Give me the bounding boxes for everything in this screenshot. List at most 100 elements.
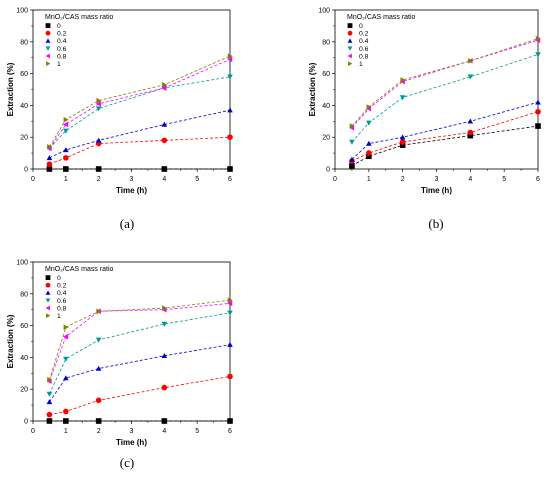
panel-b-x-tick-label: 5 — [502, 176, 506, 183]
panel-c-series-1-line — [49, 299, 231, 380]
panel-a-series-0.4-point — [46, 155, 53, 161]
panel-b-x-tick-label: 0 — [333, 176, 337, 183]
panel-b-x-tick-label: 6 — [536, 176, 540, 183]
panel-c-series-0.2-point — [46, 411, 53, 418]
panel-b-series-0-point — [366, 153, 372, 160]
panel-a-series-0-point — [95, 166, 102, 172]
panel-b-series-0-point — [535, 123, 541, 129]
panel-b-legend-marker-0.4 — [347, 38, 353, 43]
panel-c-y-tick-label: 40 — [20, 355, 28, 362]
panel-c-series-0.6-point — [95, 337, 102, 343]
panel-c-series-1-point — [47, 376, 53, 383]
panel-b-series-0.2-point — [467, 129, 474, 136]
panel-a-series-1-point — [227, 53, 233, 59]
panel-c-legend-label-1: 1 — [57, 313, 61, 320]
panel-c-y-tick-label: 100 — [16, 260, 28, 267]
panel-c-x-tick-label: 0 — [31, 428, 35, 435]
panel-c-x-tick-label: 6 — [228, 428, 232, 435]
panel-b-series-0.2-line — [351, 111, 539, 162]
panel-c-x-tick-label: 5 — [195, 428, 199, 435]
panel-c-series-0.4-point — [63, 375, 69, 381]
panel-c-legend-marker-0 — [45, 275, 51, 280]
panel-a-series-0.8-point — [227, 56, 233, 63]
panel-b-legend-label-0.4: 0.4 — [359, 38, 369, 45]
panel-a-y-tick-label: 80 — [20, 39, 28, 46]
panel-b-series-0.4-point — [535, 99, 541, 105]
panel-a-series-0.2-point — [63, 155, 69, 161]
panel-c-legend-marker-0.8 — [45, 305, 50, 311]
panel-c-x-tick-label: 4 — [162, 428, 166, 435]
panel-c-series-0-point — [95, 418, 102, 424]
panel-c-series-0-point — [227, 418, 233, 424]
panel-a-series-0.6-line — [49, 76, 231, 149]
panel-a-series-0-point — [161, 166, 168, 172]
panel-a-x-tick-label: 1 — [64, 176, 68, 183]
panel-b-series-1-point — [366, 104, 372, 110]
panel-a-series-1-point — [162, 81, 168, 88]
panel-b-y-axis-label: Extraction (%) — [308, 62, 317, 116]
panel-b-series-0.8-line — [351, 39, 539, 128]
panel-b-series-0.6-point — [535, 52, 541, 58]
panel-a-series-0.4-point — [227, 107, 233, 113]
panel-b-series-0.6-point — [399, 95, 406, 101]
panel-b-series-0-point — [349, 163, 355, 169]
panel-a-legend-marker-0.6 — [45, 46, 51, 51]
panel-a-y-tick-label: 60 — [20, 71, 28, 78]
panel-c-series-0.4-point — [46, 399, 53, 405]
panel-c-legend-label-0: 0 — [57, 275, 61, 282]
panel-a-legend-label-0.2: 0.2 — [57, 31, 67, 38]
panel-c-series-0.6-point — [161, 321, 168, 327]
panel-b-legend-marker-0.2 — [347, 30, 353, 36]
panel-b-series-0.4-line — [351, 101, 539, 160]
panel-b-series-1-point — [535, 35, 541, 42]
panel-c-series-1-point — [96, 308, 102, 315]
panel-c-legend-label-0.4: 0.4 — [57, 290, 67, 297]
panel-a-legend-label-0: 0 — [57, 23, 61, 30]
panel-c-y-tick-label: 20 — [20, 387, 28, 394]
panel-a-series-1-point — [63, 116, 69, 123]
panel-a-series-0.6-point — [95, 106, 102, 112]
panel-b-legend-label-1: 1 — [359, 61, 363, 68]
panel-c-y-tick-label: 0 — [24, 419, 28, 426]
panel-a-series-0.4-point — [63, 147, 69, 153]
panel-c-series-0.8-point — [63, 333, 69, 340]
panel-c-series-0.2-point — [95, 397, 102, 404]
panel-a-x-tick-label: 2 — [97, 176, 101, 183]
panel-a-legend-marker-0 — [45, 23, 51, 28]
panel-c-legend-marker-0.4 — [45, 290, 51, 295]
panel-b-series-1-point — [349, 123, 355, 129]
panel-b-series-0.4-point — [399, 134, 406, 140]
panel-c-legend-label-0.2: 0.2 — [57, 283, 67, 290]
panel-c-x-tick-label: 2 — [97, 428, 101, 435]
panel-c-x-tick-label: 3 — [130, 428, 134, 435]
panel-a-series-0-point — [227, 166, 233, 172]
panel-b-series-1-point — [468, 58, 474, 64]
panel-b-series-1-line — [351, 38, 539, 127]
panel-a-legend-label-1: 1 — [57, 61, 61, 68]
panel-c-series-1-point — [227, 297, 233, 303]
panel-b-series-0.6-point — [349, 139, 355, 145]
panel-c-series-0.8-point — [227, 300, 233, 307]
panel-c-legend-marker-1 — [46, 313, 51, 318]
panel-a-series-0.4-point — [161, 121, 168, 127]
panel-b-series-0-line — [351, 125, 539, 167]
panel-b-legend-marker-0.8 — [347, 53, 352, 59]
panel-a-x-tick-label: 4 — [162, 176, 166, 183]
panel-b-y-tick-label: 60 — [322, 71, 330, 78]
panel-a-series-0.8-point — [95, 101, 101, 107]
panel-b-legend-marker-0 — [347, 23, 353, 28]
panel-a-x-tick-label: 6 — [228, 176, 232, 183]
panel-a-series-0.6-point — [227, 74, 233, 80]
panel-b-series-0-point — [399, 142, 406, 148]
panel-b-legend-marker-0.6 — [347, 46, 353, 51]
panel-b-y-tick-label: 20 — [322, 135, 330, 142]
panel-c-series-0.2-point — [227, 373, 233, 380]
panel-b-series-0-point — [467, 132, 474, 139]
panel-c-caption: (c) — [120, 455, 134, 470]
panel-c-legend-marker-0.6 — [45, 298, 51, 303]
panel-c-series-0.4-line — [49, 344, 231, 403]
panel-b-series-0.6-point — [366, 120, 372, 126]
